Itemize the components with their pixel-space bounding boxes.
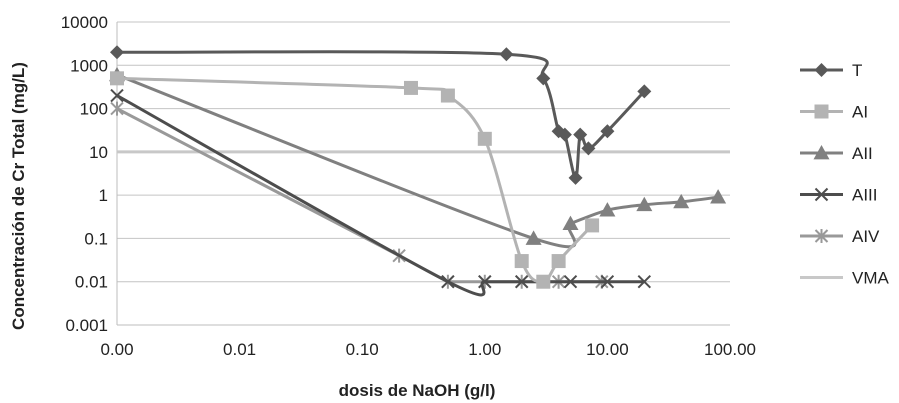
point-aii [525, 230, 542, 245]
legend-label-aiv: AIV [852, 227, 880, 246]
point-aiii [600, 275, 615, 289]
y-tick-label: 10 [89, 143, 108, 162]
point-aii [562, 215, 579, 231]
grid [117, 21, 730, 326]
plot-area-frame [116, 22, 730, 326]
point-aiii [110, 88, 124, 103]
legend-label-aii: AII [852, 144, 873, 163]
point-aiii [563, 275, 578, 289]
x-tick-label: 10.00 [586, 340, 629, 359]
point-aiii [514, 275, 529, 289]
point-t [110, 45, 124, 60]
legend-marker-aii [813, 145, 830, 160]
point-ai [536, 274, 551, 289]
x-tick-label: 1.00 [468, 340, 501, 359]
series-aiii [110, 88, 652, 297]
y-tick-label: 0.01 [75, 273, 108, 292]
legend-item-vma: VMA [800, 269, 890, 288]
legend-item-ai: AI [800, 103, 868, 122]
legend-marker-ai [814, 104, 829, 119]
point-t [637, 84, 652, 99]
point-ai [514, 254, 529, 269]
point-t [557, 127, 572, 142]
point-aiii [441, 275, 455, 289]
legend-label-aiii: AIII [852, 186, 878, 205]
series-layer [109, 45, 730, 297]
tick-labels: 0.001 0.01 0.1 1 10 100 1000 10000 0.00 0.01 0.10 1… [61, 13, 756, 359]
x-tick-label: 0.00 [100, 340, 133, 359]
point-aii [599, 202, 616, 217]
point-t [568, 170, 583, 185]
point-aii [673, 193, 690, 209]
point-ai [551, 254, 566, 269]
legend-label-t: T [852, 61, 862, 80]
series-line-t [116, 50, 646, 180]
y-axis-title: Concentración de Cr Total (mg/L) [9, 62, 28, 330]
x-tick-label: 0.01 [223, 340, 256, 359]
point-ai [585, 218, 600, 233]
y-tick-label: 0.001 [65, 316, 108, 335]
legend-item-aiv: AIV [800, 227, 880, 246]
series-line-aii [116, 73, 719, 249]
y-tick-label: 100 [80, 100, 108, 119]
legend-label-ai: AI [852, 103, 868, 122]
point-ai [403, 80, 418, 95]
y-tick-label: 0.1 [84, 229, 108, 248]
point-aii [710, 189, 727, 204]
point-aiv [110, 101, 124, 116]
point-ai [477, 131, 492, 146]
y-tick-label: 1 [99, 186, 108, 205]
legend-item-aiii: AIII [800, 186, 878, 205]
legend-marker-aiv [814, 229, 829, 243]
point-t [499, 47, 514, 62]
legend-item-t: T [800, 61, 862, 80]
series-t [110, 45, 652, 185]
point-aiii [478, 275, 492, 289]
x-axis-title: dosis de NaOH (g/l) [339, 381, 496, 400]
series-line-aiii [116, 94, 645, 297]
x-tick-label: 100.00 [704, 340, 756, 359]
series-ai [110, 71, 600, 289]
point-aii [636, 196, 653, 212]
point-t [581, 141, 596, 156]
legend-marker-t [814, 63, 829, 77]
point-ai [440, 88, 455, 103]
legend-marker-aiii [814, 187, 829, 202]
legend-item-aii: AII [800, 144, 873, 163]
point-t [573, 127, 588, 142]
x-tick-label: 0.10 [346, 340, 379, 359]
point-aiii [637, 275, 652, 289]
point-t [536, 71, 551, 86]
legend: T AI AII AIII AIV VMA [800, 61, 890, 288]
y-tick-label: 1000 [70, 56, 108, 75]
point-t [600, 124, 615, 139]
y-tick-label: 10000 [61, 13, 108, 32]
legend-label-vma: VMA [852, 269, 890, 288]
series-aii [109, 66, 727, 249]
point-ai [110, 71, 124, 86]
